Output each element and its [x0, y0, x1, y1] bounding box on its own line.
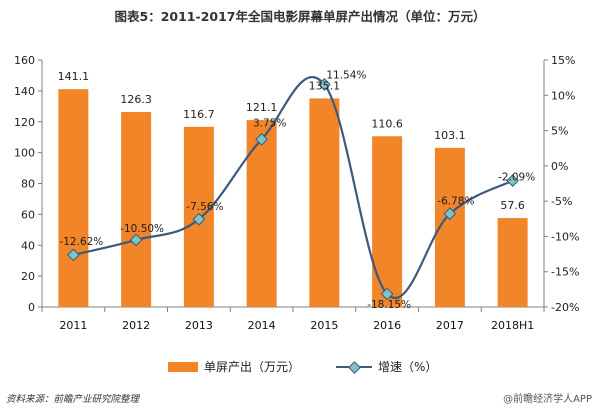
bar-value-label: 135.1: [309, 79, 341, 92]
x-tick-label: 2018H1: [491, 319, 534, 332]
growth-point: [380, 287, 394, 301]
x-tick-label: 2012: [122, 319, 150, 332]
growth-value-label: -18.15%: [367, 299, 411, 311]
bar-value-label: 141.1: [58, 70, 90, 83]
growth-value-label: -7.56%: [186, 201, 223, 213]
y-right-tick-label: -5%: [551, 195, 572, 208]
y-right-tick-label: 15%: [551, 54, 575, 67]
watermark: @前瞻经济学人APP: [503, 394, 592, 405]
growth-value-label: -12.62%: [59, 236, 103, 248]
source-note: 资料来源：前瞻产业研究院整理: [6, 394, 140, 405]
y-left-tick-label: 40: [21, 239, 35, 252]
y-left-tick-label: 20: [21, 270, 35, 283]
growth-point: [192, 212, 206, 226]
chart-title: 图表5：2011-2017年全国电影屏幕单屏产出情况（单位：万元）: [114, 9, 486, 24]
y-left-tick-label: 80: [21, 178, 35, 191]
x-tick-label: 2013: [185, 319, 213, 332]
legend-line-swatch: [336, 360, 372, 374]
growth-point: [129, 233, 143, 247]
bars: [58, 89, 528, 307]
y-right-tick-label: -10%: [551, 230, 579, 243]
bar: [246, 120, 277, 307]
y-right-tick-label: -15%: [551, 266, 579, 279]
bar-value-label: 116.7: [183, 108, 215, 121]
x-tick-label: 2017: [436, 319, 464, 332]
legend-bar-swatch: [168, 361, 198, 372]
growth-line: [67, 76, 519, 301]
growth-point: [255, 133, 268, 146]
y-right-tick-label: 0%: [551, 160, 568, 173]
y-right-tick-label: 10%: [551, 89, 575, 102]
x-tick-label: 2016: [373, 319, 401, 332]
bar: [497, 218, 528, 307]
legend-bar-label: 单屏产出（万元）: [204, 360, 301, 374]
bar-value-label: 103.1: [434, 129, 466, 142]
x-tick-label: 2014: [248, 319, 276, 332]
legend: 单屏产出（万元） 增速（%）: [0, 358, 600, 378]
growth-value-label: 3.75%: [253, 117, 286, 129]
axes: 0 20 40 60 80 100 120 140 160 -20% -15% -10% -5% 0% 5%…: [14, 54, 579, 332]
y-left-tick-label: 120: [14, 116, 35, 129]
bar: [58, 89, 89, 307]
legend-item-line: 增速（%）: [336, 358, 437, 375]
growth-value-label: -10.50%: [120, 223, 164, 235]
x-tick-label: 2015: [310, 319, 338, 332]
bar: [372, 136, 403, 307]
data-labels: 141.1 126.3 116.7 121.1 135.1 110.6 103.1 57.6 -…: [58, 69, 536, 311]
y-left-tick-label: 60: [21, 208, 35, 221]
growth-line-path: [73, 76, 514, 299]
legend-line-label: 增速（%）: [378, 360, 438, 374]
y-left-tick-label: 140: [14, 85, 35, 98]
y-left-tick-label: 100: [14, 147, 35, 160]
growth-value-label: -6.78%: [437, 196, 474, 208]
growth-point: [506, 174, 519, 187]
growth-value-label: 11.54%: [326, 69, 366, 81]
bar: [121, 112, 152, 307]
x-tick-label: 2011: [59, 319, 87, 332]
bar: [309, 98, 340, 307]
growth-point: [318, 78, 331, 91]
y-left-tick-label: 0: [28, 301, 35, 314]
bar-value-label: 57.6: [500, 199, 525, 212]
growth-value-label: -2.09%: [498, 172, 535, 184]
bar-value-label: 110.6: [371, 117, 403, 130]
y-right-tick-label: -20%: [551, 301, 579, 314]
growth-point: [443, 207, 457, 221]
growth-point: [67, 248, 80, 262]
y-right-tick-label: 5%: [551, 125, 568, 138]
bar-value-label: 121.1: [246, 101, 278, 114]
bar-value-label: 126.3: [120, 93, 152, 106]
y-left-tick-label: 160: [14, 54, 35, 67]
legend-item-bar: 单屏产出（万元）: [168, 358, 300, 375]
